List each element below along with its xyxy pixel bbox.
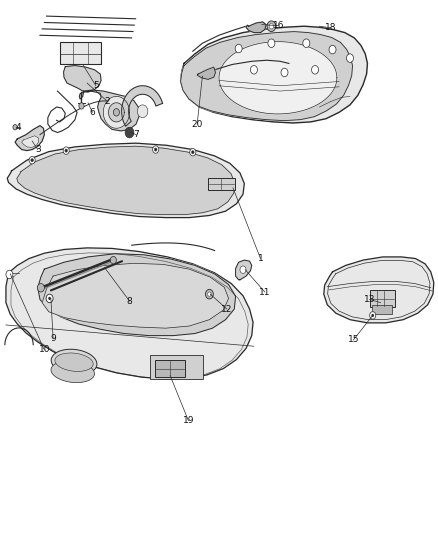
- Text: 7: 7: [133, 130, 139, 139]
- Circle shape: [303, 39, 310, 47]
- Circle shape: [235, 44, 242, 53]
- Polygon shape: [15, 126, 44, 151]
- Circle shape: [190, 149, 196, 156]
- Circle shape: [346, 54, 353, 62]
- Text: 10: 10: [39, 345, 50, 354]
- Circle shape: [267, 21, 276, 31]
- Polygon shape: [122, 86, 162, 126]
- Circle shape: [152, 146, 159, 154]
- Circle shape: [63, 147, 69, 155]
- Ellipse shape: [51, 349, 97, 375]
- Text: 13: 13: [364, 295, 375, 304]
- Circle shape: [208, 292, 211, 296]
- Text: 8: 8: [127, 296, 132, 305]
- Text: 4: 4: [15, 123, 21, 132]
- Polygon shape: [21, 136, 39, 148]
- Polygon shape: [79, 90, 140, 131]
- Polygon shape: [180, 31, 353, 120]
- Polygon shape: [236, 260, 252, 280]
- FancyBboxPatch shape: [370, 290, 395, 308]
- Circle shape: [269, 23, 274, 29]
- Text: 1: 1: [258, 254, 263, 263]
- Circle shape: [240, 266, 246, 273]
- Polygon shape: [324, 257, 434, 323]
- FancyBboxPatch shape: [155, 360, 185, 376]
- FancyBboxPatch shape: [60, 42, 101, 64]
- Text: 3: 3: [35, 145, 41, 154]
- Text: 6: 6: [89, 108, 95, 117]
- Circle shape: [329, 45, 336, 54]
- Circle shape: [13, 125, 17, 130]
- Text: 20: 20: [191, 119, 203, 128]
- Circle shape: [191, 151, 194, 154]
- Circle shape: [371, 314, 374, 317]
- Circle shape: [110, 256, 117, 264]
- Circle shape: [268, 39, 275, 47]
- Circle shape: [46, 294, 53, 303]
- Polygon shape: [64, 66, 101, 92]
- Circle shape: [125, 127, 134, 138]
- FancyBboxPatch shape: [372, 305, 392, 314]
- Polygon shape: [180, 26, 367, 123]
- Ellipse shape: [55, 353, 93, 372]
- Text: 9: 9: [50, 334, 56, 343]
- Circle shape: [65, 149, 67, 152]
- Polygon shape: [109, 103, 124, 122]
- Polygon shape: [219, 42, 337, 114]
- Circle shape: [6, 270, 13, 279]
- Circle shape: [79, 103, 84, 109]
- Circle shape: [205, 289, 213, 299]
- Text: 5: 5: [93, 81, 99, 90]
- Text: 12: 12: [221, 304, 233, 313]
- Text: 2: 2: [105, 97, 110, 106]
- Circle shape: [29, 157, 35, 164]
- Polygon shape: [246, 22, 266, 33]
- Circle shape: [138, 105, 148, 118]
- Polygon shape: [197, 67, 215, 79]
- Circle shape: [31, 159, 33, 162]
- Polygon shape: [38, 254, 236, 336]
- Circle shape: [251, 66, 258, 74]
- Circle shape: [311, 66, 318, 74]
- Text: 15: 15: [348, 335, 359, 344]
- Circle shape: [370, 312, 376, 319]
- Polygon shape: [7, 143, 244, 217]
- Text: 18: 18: [325, 23, 336, 33]
- FancyBboxPatch shape: [150, 356, 203, 378]
- Circle shape: [154, 148, 157, 151]
- Circle shape: [37, 284, 44, 292]
- Circle shape: [48, 297, 51, 300]
- Polygon shape: [6, 248, 253, 379]
- Circle shape: [281, 68, 288, 77]
- Text: 16: 16: [272, 21, 284, 30]
- Ellipse shape: [51, 361, 95, 383]
- Polygon shape: [17, 146, 235, 215]
- Polygon shape: [42, 263, 229, 328]
- Text: 11: 11: [259, 287, 271, 296]
- Polygon shape: [103, 96, 130, 128]
- Circle shape: [113, 109, 120, 116]
- Text: 19: 19: [183, 416, 194, 425]
- FancyBboxPatch shape: [208, 177, 235, 190]
